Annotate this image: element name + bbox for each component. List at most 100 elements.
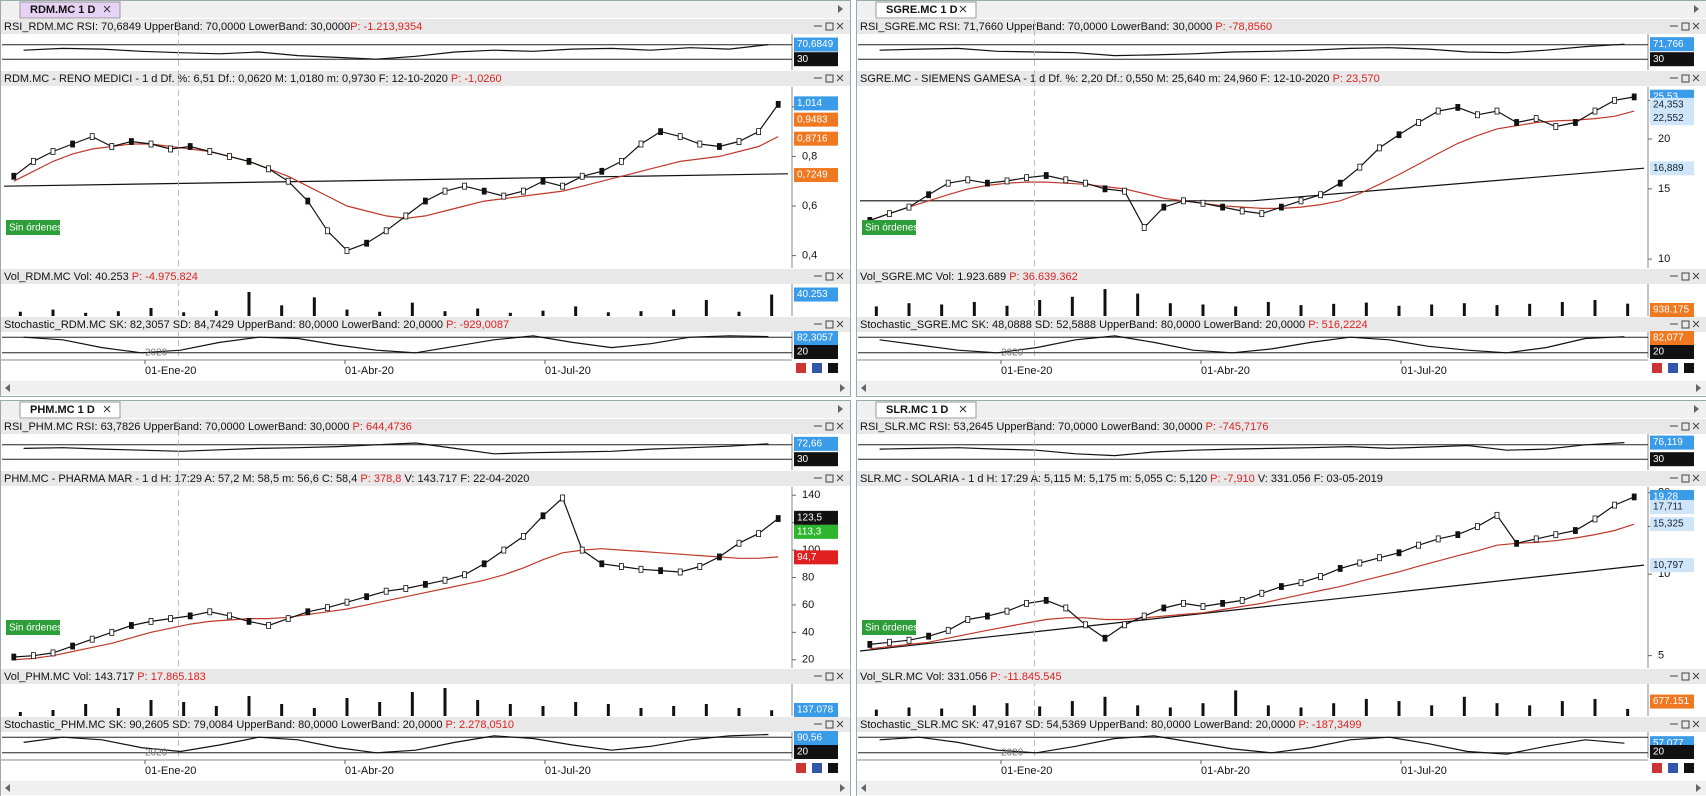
window-button[interactable] (1692, 474, 1700, 482)
scroll-right[interactable] (1696, 784, 1701, 792)
window-button[interactable] (825, 320, 834, 329)
tab[interactable] (875, 401, 977, 419)
scroll-arrow[interactable] (1694, 5, 1699, 13)
pane-header-text: RSI_SLR.MC RSI: 53,2645 UpperBand: 70,00… (860, 421, 1269, 433)
window-button[interactable] (1681, 320, 1690, 329)
value-badge-label: 137.078 (797, 705, 834, 716)
toolbar-icon[interactable] (796, 763, 806, 773)
value-badge-label: 94,7 (797, 552, 817, 563)
candle (1220, 599, 1226, 607)
tab-close[interactable] (103, 5, 111, 13)
value-badge-label: 10,797 (1653, 560, 1684, 571)
candle (481, 560, 487, 568)
toolbar-icon[interactable] (1684, 763, 1694, 773)
candle (1180, 599, 1186, 607)
window-button[interactable] (1681, 74, 1690, 83)
scroll-left[interactable] (861, 384, 866, 392)
candle (1043, 172, 1049, 179)
header-p: P: -745,7176 (1206, 421, 1269, 433)
scroll-right[interactable] (840, 784, 845, 792)
scrollbar[interactable] (857, 381, 1706, 395)
tab[interactable] (19, 1, 121, 19)
pane-header-text: Vol_PHM.MC Vol: 143.717 P: 17.865.183 (4, 671, 206, 683)
scroll-right[interactable] (840, 384, 845, 392)
window-button[interactable] (1692, 22, 1700, 30)
pane-header (857, 669, 1706, 684)
window-button[interactable] (836, 320, 844, 328)
y-tick-label: 60 (802, 599, 814, 611)
window-button[interactable] (1692, 422, 1700, 430)
scroll-arrow[interactable] (1694, 405, 1699, 413)
volume-bar (639, 708, 643, 716)
window-button[interactable] (1692, 320, 1700, 328)
window-button[interactable] (1692, 74, 1700, 82)
toolbar-icon[interactable] (812, 763, 822, 773)
toolbar-icon[interactable] (796, 363, 806, 373)
candle (1533, 535, 1539, 543)
window-button[interactable] (825, 422, 834, 431)
volume-bar (149, 700, 153, 716)
window-button[interactable] (1681, 422, 1690, 431)
toolbar-icon[interactable] (812, 363, 822, 373)
scroll-left[interactable] (861, 784, 866, 792)
scroll-arrow[interactable] (838, 405, 843, 413)
window-button[interactable] (836, 422, 844, 430)
candle (945, 179, 951, 187)
window-button[interactable] (1681, 272, 1690, 281)
value-badge (1650, 745, 1694, 759)
tab-label[interactable]: SLR.MC 1 D (886, 404, 948, 416)
window-button[interactable] (836, 74, 844, 82)
window-button[interactable] (825, 720, 834, 729)
scroll-right[interactable] (1696, 384, 1701, 392)
toolbar-icon[interactable] (828, 363, 838, 373)
window-button[interactable] (1681, 720, 1690, 729)
scroll-left[interactable] (5, 384, 10, 392)
toolbar-icon[interactable] (828, 763, 838, 773)
scroll-left[interactable] (5, 784, 10, 792)
scrollbar[interactable] (1, 781, 850, 795)
tab-label[interactable]: RDM.MC 1 D (30, 4, 95, 16)
window-button[interactable] (825, 74, 834, 83)
tab-close[interactable] (959, 405, 967, 413)
window-button[interactable] (1692, 272, 1700, 280)
tab-label[interactable]: SGRE.MC 1 D (886, 4, 958, 16)
value-badge-label: 20 (1653, 347, 1665, 358)
candle (1161, 604, 1167, 612)
volume-bar (116, 311, 120, 316)
window-button[interactable] (836, 272, 844, 280)
window-button[interactable] (836, 672, 844, 680)
window-button[interactable] (836, 720, 844, 728)
window-button[interactable] (1681, 22, 1690, 31)
date-label: 01-Jul-20 (545, 765, 591, 777)
window-button[interactable] (1681, 474, 1690, 483)
toolbar-icon[interactable] (1684, 363, 1694, 373)
tab-label[interactable]: PHM.MC 1 D (30, 404, 95, 416)
candle (1004, 177, 1010, 185)
window-button[interactable] (825, 474, 834, 483)
toolbar-icon[interactable] (1652, 763, 1662, 773)
tab-close[interactable] (959, 5, 967, 13)
pane-header-text: Vol_RDM.MC Vol: 40.253 P: -4.975.824 (4, 271, 198, 283)
tab[interactable] (19, 401, 121, 419)
candle (422, 197, 428, 205)
window-button[interactable] (1692, 720, 1700, 728)
window-button[interactable] (836, 474, 844, 482)
window-button[interactable] (1681, 672, 1690, 681)
toolbar-icon[interactable] (1652, 363, 1662, 373)
scrollbar[interactable] (1, 381, 850, 395)
volume-bar (508, 704, 512, 716)
window-button[interactable] (836, 22, 844, 30)
toolbar-icon[interactable] (1668, 763, 1678, 773)
scrollbar[interactable] (857, 781, 1706, 795)
header-p: P: 23,570 (1333, 73, 1380, 85)
candle (926, 632, 931, 640)
toolbar-icon[interactable] (1668, 363, 1678, 373)
candle (717, 553, 722, 561)
window-button[interactable] (825, 22, 834, 31)
window-button[interactable] (1692, 672, 1700, 680)
window-button[interactable] (825, 672, 834, 681)
tab[interactable] (875, 1, 977, 19)
window-button[interactable] (825, 272, 834, 281)
scroll-arrow[interactable] (838, 5, 843, 13)
tab-close[interactable] (103, 405, 111, 413)
